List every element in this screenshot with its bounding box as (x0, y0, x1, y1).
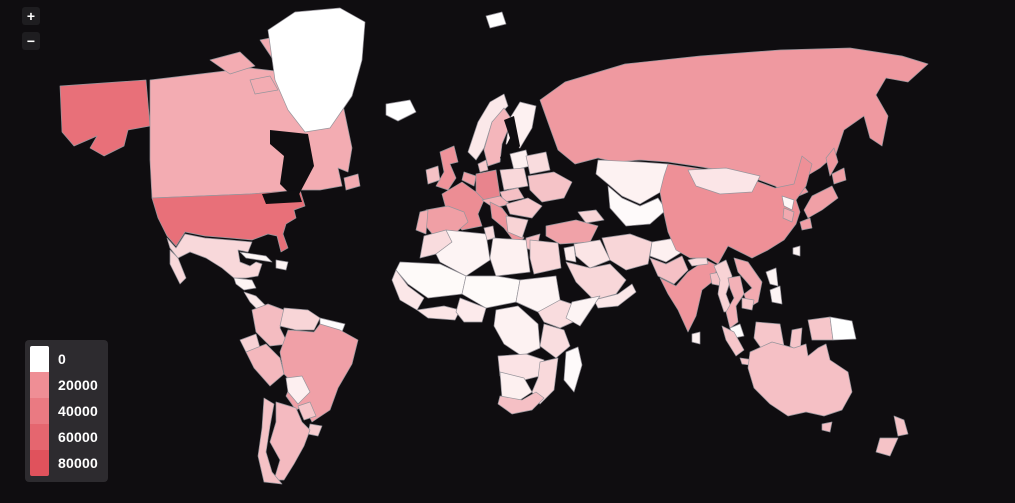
country-bolivia[interactable] (285, 375, 311, 405)
country-papua-new-guinea[interactable] (829, 316, 857, 341)
country-argentina[interactable] (269, 401, 311, 481)
country-somalia[interactable] (565, 295, 601, 327)
great-lakes (262, 190, 302, 204)
country-kenya-tanzania[interactable] (539, 323, 571, 359)
country-mexico[interactable] (166, 233, 263, 279)
country-cambodia[interactable] (741, 297, 755, 311)
country-peru[interactable] (245, 343, 285, 387)
country-gulf-of-guinea[interactable] (416, 305, 461, 321)
country-chile[interactable] (257, 397, 283, 485)
country-greenland[interactable] (267, 7, 366, 133)
country-russia-sakhalin[interactable] (825, 147, 839, 177)
choropleth-legend: 0 20000 40000 60000 80000 (25, 340, 108, 482)
hudson-bay (270, 130, 314, 200)
zoom-in-button[interactable]: + (22, 7, 40, 25)
country-thailand[interactable] (725, 275, 745, 329)
country-iceland[interactable] (385, 99, 417, 122)
country-taiwan[interactable] (792, 245, 801, 257)
country-portugal[interactable] (415, 209, 429, 235)
country-uk[interactable] (435, 145, 459, 191)
country-north-korea[interactable] (781, 195, 795, 211)
country-hungary-romania[interactable] (505, 197, 543, 219)
country-ukraine[interactable] (527, 171, 573, 203)
country-indonesia-papua[interactable] (807, 316, 834, 341)
legend-row: 60000 (30, 424, 98, 450)
country-caucasus[interactable] (577, 209, 605, 224)
country-drc[interactable] (493, 305, 541, 357)
country-poland[interactable] (499, 167, 529, 191)
country-sri-lanka[interactable] (691, 331, 701, 345)
country-tasmania[interactable] (821, 421, 833, 433)
country-yemen-oman[interactable] (593, 283, 637, 309)
legend-swatch-60000 (30, 424, 49, 450)
country-new-zealand-north[interactable] (893, 415, 909, 437)
country-balkans[interactable] (505, 215, 529, 239)
country-libya[interactable] (489, 237, 531, 277)
country-norway[interactable] (467, 93, 509, 161)
country-egypt[interactable] (529, 239, 562, 275)
legend-label: 60000 (58, 429, 98, 445)
country-iran[interactable] (601, 233, 653, 271)
country-venezuela[interactable] (279, 307, 321, 331)
legend-label: 0 (58, 351, 66, 367)
baltic-sea (500, 116, 520, 164)
country-benelux[interactable] (461, 171, 477, 187)
country-new-zealand-south[interactable] (875, 437, 899, 457)
country-nigeria[interactable] (455, 297, 487, 323)
country-canada-newfoundland[interactable] (343, 173, 361, 191)
country-svalbard[interactable] (485, 11, 507, 29)
country-hispaniola[interactable] (275, 259, 289, 271)
country-mongolia[interactable] (687, 167, 761, 195)
legend-label: 40000 (58, 403, 98, 419)
country-pakistan[interactable] (649, 255, 689, 285)
legend-swatch-40000 (30, 398, 49, 424)
country-namibia-botswana[interactable] (499, 371, 533, 401)
legend-label: 20000 (58, 377, 98, 393)
country-indonesia-sumatra[interactable] (721, 325, 745, 357)
country-canada-arctic-4[interactable] (249, 75, 279, 95)
country-colombia[interactable] (251, 303, 289, 347)
country-cuba[interactable] (239, 251, 273, 263)
country-alaska[interactable] (59, 79, 151, 157)
legend-row: 40000 (30, 398, 98, 424)
country-saudi-arabia[interactable] (565, 261, 627, 301)
country-south-africa[interactable] (497, 391, 545, 415)
country-australia[interactable] (747, 341, 853, 417)
country-canada-arctic-1[interactable] (209, 51, 256, 75)
country-madagascar[interactable] (563, 346, 583, 393)
legend-swatch-20000 (30, 372, 49, 398)
country-philippines-luzon[interactable] (765, 267, 779, 287)
legend-row: 20000 (30, 372, 98, 398)
country-japan-kyushu[interactable] (799, 217, 813, 231)
map-zoom-controls: + − (22, 7, 40, 50)
country-philippines-mindanao[interactable] (769, 285, 783, 305)
country-turkey[interactable] (545, 219, 599, 245)
country-paraguay[interactable] (297, 401, 317, 421)
legend-swatch-80000 (30, 450, 49, 476)
country-ireland[interactable] (425, 165, 441, 185)
country-kazakhstan[interactable] (595, 159, 669, 205)
country-japan-hokkaido[interactable] (831, 167, 847, 185)
country-syria-iraq[interactable] (573, 239, 611, 269)
legend-row: 80000 (30, 450, 98, 476)
country-denmark[interactable] (477, 159, 489, 173)
country-belarus[interactable] (525, 151, 551, 175)
country-india[interactable] (659, 259, 719, 333)
zoom-out-button[interactable]: − (22, 32, 40, 50)
legend-row: 0 (30, 346, 98, 372)
country-mozambique-zimbabwe[interactable] (531, 357, 559, 405)
country-usa[interactable] (151, 189, 306, 253)
legend-label: 80000 (58, 455, 98, 471)
country-central-america-north[interactable] (233, 277, 257, 291)
country-south-korea[interactable] (782, 207, 795, 223)
country-israel-jordan[interactable] (563, 245, 577, 263)
country-japan-honshu[interactable] (803, 185, 839, 219)
legend-swatch-0 (30, 346, 49, 372)
